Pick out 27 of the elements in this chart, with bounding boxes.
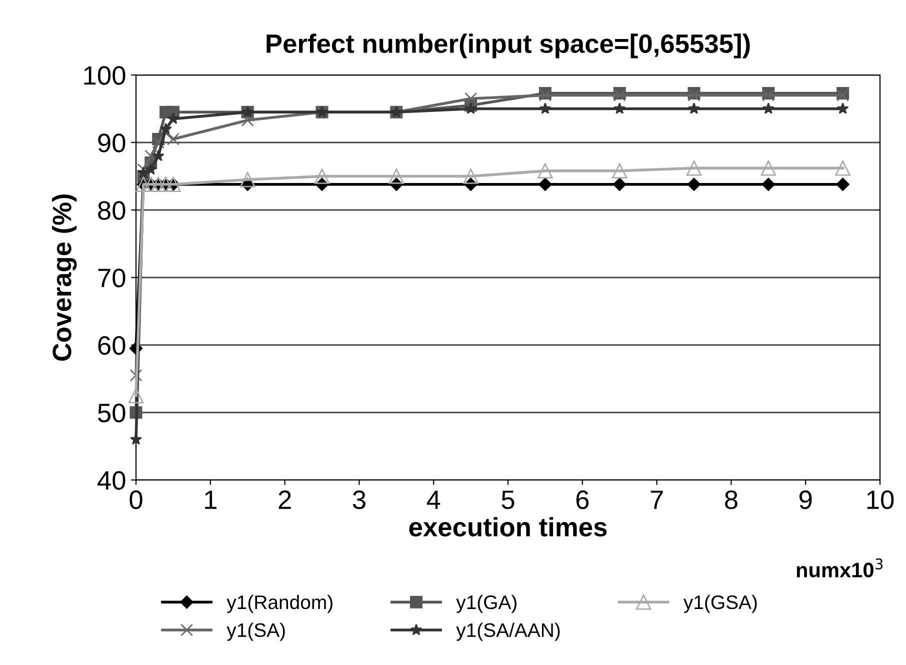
x-tick-label: 1 (205, 490, 216, 509)
y-tick-label: 60 (98, 336, 126, 355)
y-tick-label: 70 (98, 268, 126, 288)
chart-title: Perfect number(input space=[0,65535]) (266, 34, 750, 58)
x-tick-label: 2 (278, 490, 291, 509)
x-tick-label: 9 (800, 490, 812, 510)
y-tick-label: 50 (98, 404, 126, 422)
y-axis-title: Coverage (%) (52, 194, 77, 361)
x-tick-label: 4 (426, 490, 440, 509)
x-tick-label: 3 (352, 490, 366, 510)
y-tick-label: 40 (98, 471, 126, 490)
y-tick-label: 90 (98, 134, 126, 152)
text: numx10$^{3}$ (796, 558, 883, 578)
x-tick-label: 5 (502, 490, 514, 510)
x-tick-label: 8 (725, 490, 738, 510)
y-tick-label: 80 (98, 201, 126, 220)
legend-label: y1(GSA) (683, 594, 757, 613)
x-tick-label: 0 (130, 490, 142, 510)
x-tick-label: 7 (650, 490, 663, 509)
x-axis-title: execution times (409, 517, 607, 536)
legend-label: y1(Random) (226, 594, 332, 613)
x-tick-label: 10 (867, 490, 894, 510)
x-tick-label: 6 (576, 490, 589, 510)
legend-label: y1(SA/AAN) (456, 622, 560, 641)
legend-label: y1(SA) (226, 622, 285, 641)
legend-label: y1(GA) (456, 594, 516, 613)
y-tick-label: 100 (84, 66, 126, 85)
